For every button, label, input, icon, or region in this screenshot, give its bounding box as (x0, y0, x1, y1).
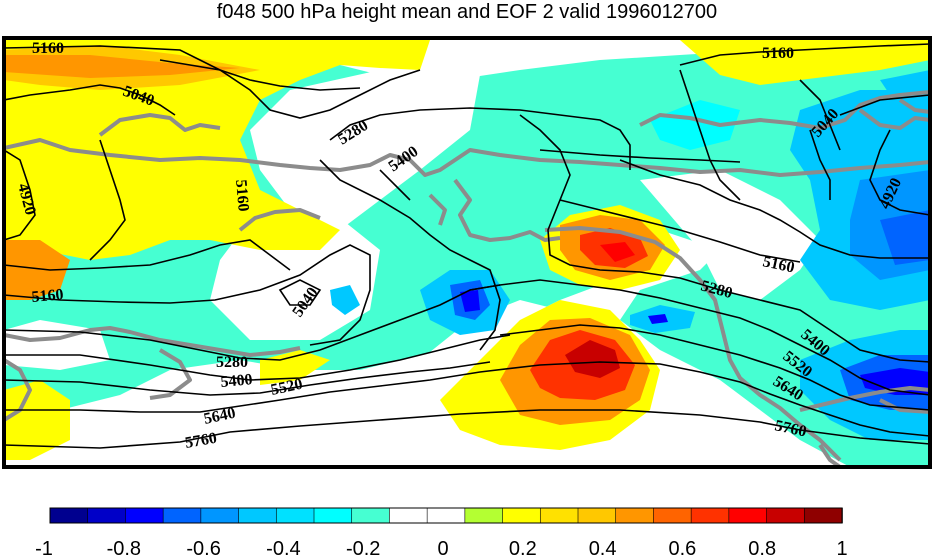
colorbar-swatch (577, 507, 617, 524)
colorbar-swatch (351, 507, 391, 524)
shade-positive-north (4, 40, 430, 260)
contour-label: 5760 (184, 430, 218, 452)
contour-label: 5160 (31, 286, 64, 306)
colorbar-tick-label: -1 (35, 538, 53, 558)
shade-positive-ne (680, 40, 930, 85)
colorbar-frame (49, 507, 843, 524)
colorbar-swatch (615, 507, 655, 524)
colorbar-swatch (49, 507, 89, 524)
contour-label: 5640 (202, 405, 237, 428)
contour-label: 5160 (32, 40, 64, 57)
colorbar-swatch (426, 507, 466, 524)
shade-positive-sw (4, 380, 70, 460)
shade-blue-small2 (648, 314, 668, 324)
shade-blue-ne-top (880, 70, 930, 110)
contour-label: 5160 (232, 179, 252, 212)
contour-label: 5520 (269, 376, 304, 399)
colorbar-swatch (653, 507, 692, 524)
contour-label: 5760 (773, 417, 808, 440)
shade-blue-center3 (460, 290, 480, 312)
shade-blue-left (330, 285, 360, 315)
colorbar-swatch (766, 507, 806, 524)
colorbar-tick-labels: -1 -0.8 -0.6 -0.4 -0.2 0 0.2 0.4 0.6 0.8 1 (35, 538, 847, 558)
colorbar-swatch (125, 507, 164, 524)
map-title: f048 500 hPa height mean and EOF 2 valid… (216, 1, 718, 23)
shade-zero-f (620, 390, 760, 460)
shade-orange-north-b (4, 55, 240, 78)
colorbar-tick-label: -0.6 (186, 538, 220, 558)
colorbar-swatch (162, 507, 202, 524)
shade-blue-lightA (650, 100, 740, 150)
shade-darkred-mid (600, 242, 635, 262)
colorbar-tick-label: 0.2 (509, 538, 537, 558)
colorbar-tick-label: -0.8 (107, 538, 141, 558)
colorbar-swatch (464, 507, 504, 524)
colorbar-swatch (803, 507, 843, 524)
colorbar-tick-label: -0.4 (266, 538, 300, 558)
contour-label: 5280 (216, 354, 248, 371)
colorbar-tick-label: 0 (437, 538, 448, 558)
colorbar-swatch (389, 507, 428, 524)
colorbar-swatch (690, 507, 730, 524)
coastlines (4, 90, 930, 467)
colorbar-swatches (49, 507, 843, 524)
colorbar-swatch (728, 507, 768, 524)
contour-label: 5160 (761, 253, 796, 276)
colorbar-swatch (200, 507, 240, 524)
shade-blue-dark (880, 210, 930, 265)
colorbar-tick-label: 1 (836, 538, 847, 558)
colorbar-tick-label: 0.4 (589, 538, 617, 558)
colorbar-swatch (502, 507, 542, 524)
contour-label: 5400 (220, 371, 253, 391)
shade-darkred-south (565, 340, 620, 378)
colorbar-swatch (313, 507, 353, 524)
shade-orange-west (4, 240, 70, 300)
colorbar-swatch (87, 507, 127, 524)
colorbar-swatch (539, 507, 579, 524)
colorbar-tick-label: -0.2 (346, 538, 380, 558)
colorbar-tick-label: 0.8 (748, 538, 776, 558)
colorbar-tick-label: 0.6 (668, 538, 696, 558)
colorbar-swatch (238, 507, 278, 524)
contour-label: 5160 (762, 45, 794, 62)
shade-zero-b (640, 170, 820, 300)
map-frame (2, 36, 932, 469)
height-contours (4, 43, 930, 449)
colorbar-swatch (275, 507, 315, 524)
shade-positive-midsouth (260, 350, 330, 385)
